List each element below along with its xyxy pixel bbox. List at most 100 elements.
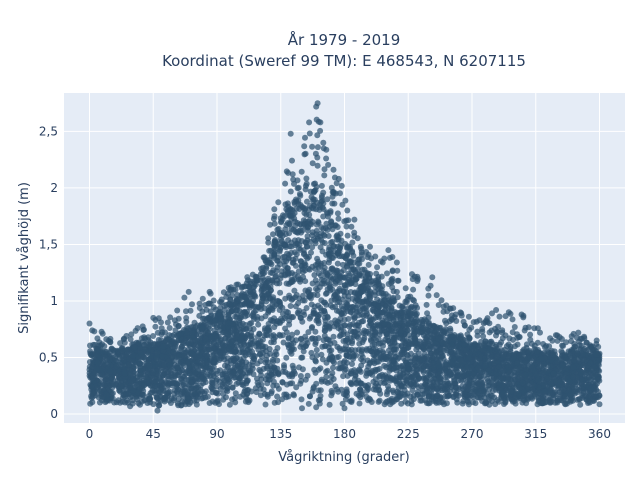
scatter-point bbox=[137, 350, 144, 357]
scatter-point bbox=[591, 373, 598, 380]
scatter-point bbox=[576, 396, 583, 403]
scatter-point bbox=[166, 397, 173, 404]
scatter-point bbox=[301, 311, 308, 318]
scatter-point bbox=[171, 395, 178, 402]
scatter-point bbox=[405, 344, 412, 351]
scatter-point bbox=[275, 258, 282, 264]
scatter-point bbox=[349, 361, 355, 367]
scatter-point bbox=[286, 342, 292, 349]
scatter-point bbox=[328, 276, 335, 283]
scatter-point bbox=[189, 329, 196, 336]
scatter-point bbox=[304, 288, 311, 295]
scatter-point bbox=[518, 364, 525, 371]
scatter-point bbox=[291, 287, 298, 294]
scatter-point bbox=[596, 401, 603, 408]
scatter-point bbox=[396, 372, 403, 379]
scatter-point bbox=[318, 376, 325, 383]
scatter-point bbox=[166, 362, 173, 368]
scatter-point bbox=[141, 382, 148, 389]
scatter-point bbox=[258, 376, 265, 383]
scatter-point bbox=[413, 366, 420, 373]
scatter-point bbox=[371, 292, 378, 299]
scatter-point bbox=[306, 393, 313, 400]
scatter-point bbox=[494, 353, 501, 360]
scatter-point bbox=[251, 353, 258, 360]
scatter-point bbox=[297, 380, 304, 387]
scatter-point bbox=[485, 382, 492, 389]
scatter-point bbox=[298, 336, 305, 343]
scatter-point bbox=[435, 356, 442, 363]
scatter-point bbox=[341, 358, 348, 364]
scatter-point bbox=[492, 401, 499, 408]
scatter-point bbox=[376, 372, 383, 379]
scatter-point bbox=[123, 381, 130, 388]
scatter-point bbox=[328, 373, 335, 380]
scatter-point bbox=[303, 305, 310, 311]
scatter-point bbox=[169, 382, 175, 389]
scatter-point bbox=[491, 359, 498, 366]
scatter-point bbox=[354, 302, 361, 309]
scatter-point bbox=[423, 329, 430, 336]
scatter-point bbox=[142, 396, 149, 403]
scatter-point bbox=[257, 358, 264, 365]
scatter-point bbox=[406, 319, 412, 326]
scatter-point bbox=[122, 399, 129, 406]
scatter-point bbox=[357, 307, 363, 314]
scatter-point bbox=[121, 370, 128, 377]
scatter-point bbox=[154, 395, 161, 402]
scatter-point bbox=[225, 314, 232, 321]
scatter-point bbox=[251, 338, 258, 345]
scatter-point bbox=[202, 379, 209, 386]
scatter-point bbox=[271, 399, 278, 406]
scatter-point bbox=[388, 375, 395, 382]
scatter-point bbox=[547, 363, 554, 370]
scatter-point bbox=[365, 328, 372, 335]
scatter-point bbox=[250, 311, 256, 318]
scatter-point bbox=[356, 386, 363, 393]
scatter-point bbox=[233, 314, 240, 321]
scatter-point bbox=[281, 362, 287, 369]
scatter-point bbox=[300, 269, 306, 275]
scatter-point bbox=[490, 383, 497, 390]
scatter-point bbox=[217, 386, 224, 393]
scatter-point bbox=[369, 307, 376, 313]
scatter-point bbox=[454, 399, 461, 406]
scatter-point bbox=[420, 369, 427, 376]
scatter-point bbox=[99, 366, 106, 373]
scatter-point bbox=[358, 318, 365, 325]
scatter-point bbox=[325, 344, 332, 351]
scatter-point bbox=[411, 331, 418, 338]
scatter-point bbox=[174, 381, 181, 388]
scatter-point bbox=[333, 269, 340, 276]
scatter-point bbox=[249, 365, 256, 372]
scatter-point bbox=[220, 396, 227, 403]
scatter-point bbox=[414, 391, 421, 398]
scatter-point bbox=[160, 343, 167, 350]
scatter-point bbox=[193, 401, 200, 408]
scatter-point bbox=[426, 368, 433, 374]
scatter-point bbox=[204, 346, 211, 353]
scatter-point bbox=[341, 322, 348, 329]
scatter-point bbox=[364, 310, 370, 317]
scatter-point bbox=[264, 393, 271, 400]
scatter-point bbox=[321, 327, 328, 334]
scatter-point bbox=[197, 391, 204, 398]
scatter-point bbox=[391, 322, 398, 329]
scatter-point bbox=[515, 390, 522, 397]
scatter-point bbox=[339, 400, 346, 407]
scatter-point bbox=[152, 390, 159, 397]
scatter-point bbox=[303, 211, 310, 218]
scatter-point bbox=[333, 386, 340, 393]
scatter-point bbox=[289, 331, 296, 338]
scatter-point bbox=[269, 317, 276, 324]
scatter-point bbox=[591, 364, 597, 371]
scatter-point bbox=[585, 373, 592, 380]
scatter-point bbox=[309, 324, 316, 330]
scatter-point bbox=[255, 321, 262, 328]
scatter-point bbox=[348, 258, 354, 265]
scatter-point bbox=[355, 312, 362, 319]
scatter-point bbox=[326, 223, 333, 230]
scatter-point bbox=[320, 225, 327, 232]
scatter-point bbox=[321, 240, 328, 247]
scatter-point bbox=[492, 371, 499, 377]
